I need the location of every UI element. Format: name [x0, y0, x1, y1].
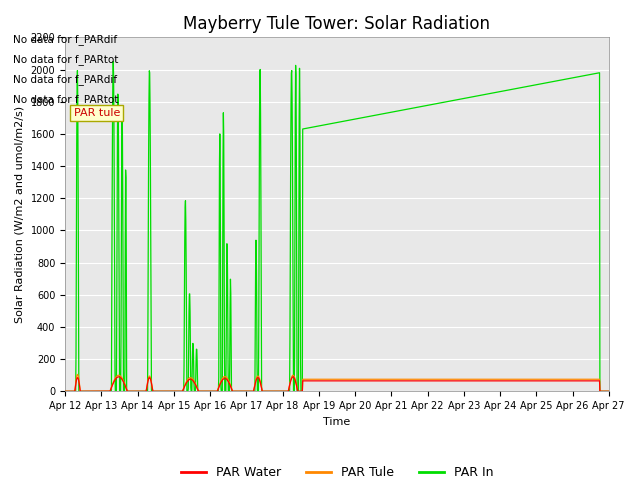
Y-axis label: Solar Radiation (W/m2 and umol/m2/s): Solar Radiation (W/m2 and umol/m2/s): [15, 106, 25, 323]
Text: No data for f_PARdif: No data for f_PARdif: [13, 74, 117, 85]
X-axis label: Time: Time: [323, 417, 351, 427]
Legend: PAR Water, PAR Tule, PAR In: PAR Water, PAR Tule, PAR In: [175, 461, 498, 480]
Text: No data for f_PARdif: No data for f_PARdif: [13, 34, 117, 45]
Title: Mayberry Tule Tower: Solar Radiation: Mayberry Tule Tower: Solar Radiation: [184, 15, 490, 33]
Text: PAR tule: PAR tule: [74, 108, 120, 118]
Text: No data for f_PARtot: No data for f_PARtot: [13, 54, 118, 65]
Text: No data for f_PARtot: No data for f_PARtot: [13, 94, 118, 105]
